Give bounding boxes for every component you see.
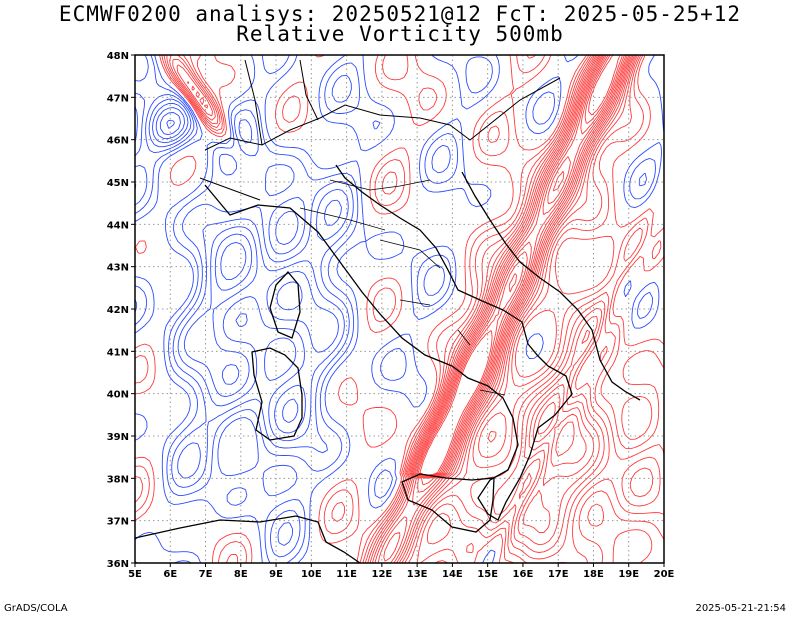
positive-vorticity-contour — [377, 55, 633, 563]
negative-vorticity-contour — [135, 55, 647, 558]
lon-tick-label: 18E — [583, 569, 604, 580]
lat-tick-label: 38N — [107, 474, 129, 485]
render-timestamp: 2025-05-21-21:54 — [695, 603, 786, 614]
lat-tick-label: 47N — [107, 93, 129, 104]
lon-tick-label: 5E — [128, 569, 142, 580]
lon-tick-label: 6E — [163, 569, 177, 580]
positive-vorticity-contour — [419, 55, 621, 476]
sardinia-coastline — [251, 347, 303, 441]
chart-subtitle: Relative Vorticity 500mb — [236, 22, 564, 46]
positive-vorticity-contour — [417, 55, 624, 477]
positive-vorticity-contour — [166, 55, 661, 563]
lon-tick-label: 17E — [548, 569, 569, 580]
lon-tick-label: 13E — [407, 569, 428, 580]
coastlines — [135, 59, 641, 563]
lat-tick-label: 43N — [107, 263, 129, 274]
lat-tick-label: 40N — [107, 390, 129, 401]
chart-title: ECMWF0200 analisys: 20250521@12 FcT: 202… — [58, 2, 742, 26]
positive-vorticity-contour — [172, 55, 637, 563]
lon-tick-label: 12E — [371, 569, 392, 580]
longitude-ticks: 5E 6E 7E 8E 9E 10E 11E 12E 13E 14E 15E 16E 17E 18E 19E… — [128, 563, 675, 580]
software-credit: GrADS/COLA — [4, 603, 68, 614]
lon-tick-label: 14E — [442, 569, 463, 580]
negative-vorticity-contour — [155, 107, 303, 423]
alps-borders — [199, 59, 561, 201]
lat-tick-label: 36N — [107, 559, 129, 570]
italy-coastline — [204, 164, 573, 521]
lon-tick-label: 15E — [477, 569, 498, 580]
corsica-coastline — [269, 271, 301, 339]
latitude-ticks: 36N 37N 38N 39N 40N 41N 42N 43N 44N 45N 46N 47N 48N — [107, 51, 135, 570]
lat-tick-label: 46N — [107, 136, 129, 147]
lon-tick-label: 16E — [513, 569, 534, 580]
lat-tick-label: 45N — [107, 178, 129, 189]
lon-tick-label: 8E — [234, 569, 248, 580]
positive-vorticity-contour — [383, 55, 631, 562]
lat-tick-label: 42N — [107, 305, 129, 316]
balkan-coastline — [461, 171, 641, 401]
lat-tick-label: 37N — [107, 517, 129, 528]
lon-tick-label: 19E — [618, 569, 639, 580]
lat-tick-label: 41N — [107, 347, 129, 358]
negative-vorticity-contour — [166, 119, 175, 129]
sicily-coastline — [401, 473, 495, 533]
positive-vorticity-contour — [176, 55, 636, 563]
lat-tick-label: 48N — [107, 51, 129, 62]
africa-coastline — [135, 515, 361, 563]
map-background — [135, 55, 664, 563]
negative-vorticity-contour — [135, 98, 349, 546]
lat-tick-label: 39N — [107, 432, 129, 443]
lat-tick-label: 44N — [107, 220, 129, 231]
italy-regions — [299, 179, 506, 396]
lon-tick-label: 9E — [269, 569, 283, 580]
lon-tick-label: 11E — [336, 569, 357, 580]
lon-tick-label: 20E — [654, 569, 675, 580]
lon-tick-label: 7E — [199, 569, 213, 580]
positive-vorticity-contour — [169, 55, 654, 563]
lon-tick-label: 10E — [301, 569, 322, 580]
positive-vorticity-contour — [412, 55, 630, 486]
